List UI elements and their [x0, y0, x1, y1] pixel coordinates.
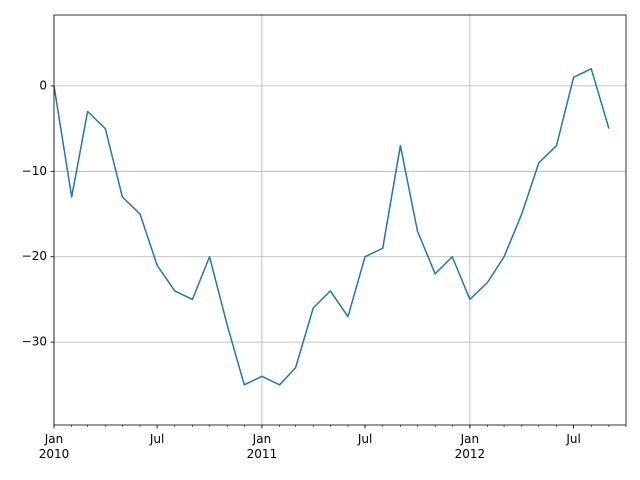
x-tick-label: Jul — [357, 432, 373, 446]
y-tick-label: −20 — [22, 249, 47, 263]
data-line — [53, 68, 610, 386]
x-tick-label: Jan 2010 — [38, 432, 70, 461]
y-tick-label: −30 — [22, 335, 47, 349]
x-tick-label: Jan 2012 — [454, 432, 486, 461]
y-tick-label: −10 — [22, 164, 47, 178]
y-tick-label: 0 — [39, 78, 47, 92]
x-tick-label: Jul — [149, 432, 165, 446]
x-tick-label: Jul — [566, 432, 581, 446]
plot-frame — [53, 14, 627, 426]
x-tick-label: Jan 2011 — [246, 432, 278, 461]
